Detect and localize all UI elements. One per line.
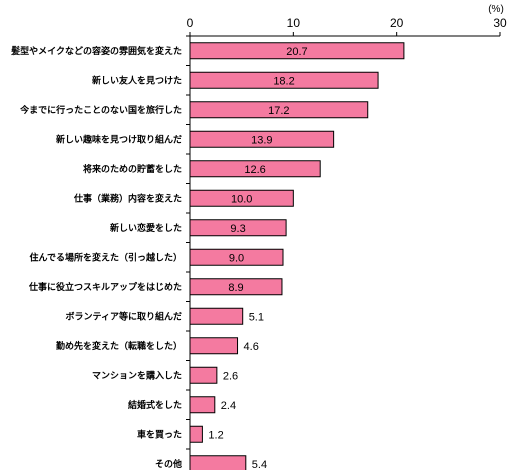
category-label: 新しい恋愛をした (110, 222, 182, 234)
category-label: 将来のための貯蓄をした (83, 163, 182, 175)
data-label: 5.4 (252, 459, 267, 470)
category-label: 車を買った (137, 428, 182, 440)
bar (189, 278, 283, 296)
data-label: 9.3 (230, 223, 245, 235)
category-label: 勤め先を変えた（転職をした） (56, 340, 182, 352)
bar (189, 71, 379, 89)
bar (189, 425, 203, 443)
bar (189, 42, 405, 60)
bar (189, 455, 247, 470)
category-label: 住んでる場所を変えた（引っ越した） (29, 251, 182, 263)
data-label: 18.2 (273, 75, 294, 87)
x-tick-label: 0 (187, 16, 194, 30)
category-label: ボランティア等に取り組んだ (66, 310, 182, 322)
bar (189, 366, 218, 384)
data-label: 17.2 (268, 105, 289, 117)
bar (189, 101, 369, 119)
data-label: 10.0 (231, 193, 252, 205)
category-label: マンションを購入した (92, 369, 182, 381)
category-label: 新しい友人を見つけた (92, 74, 182, 86)
data-label: 5.1 (249, 311, 264, 323)
bar (189, 130, 335, 148)
category-label: 新しい趣味を見つけ取り組んだ (56, 133, 182, 145)
bar (189, 248, 284, 266)
category-label: 仕事に役立つスキルアップをはじめた (28, 281, 182, 293)
category-label: 髪型やメイクなどの容姿の雰囲気を変えた (10, 45, 182, 57)
data-label: 2.6 (223, 370, 238, 382)
x-axis-ticks: 0 10 20 30 (187, 16, 507, 36)
x-tick-label: 30 (493, 16, 507, 30)
bar (189, 396, 216, 414)
bar (189, 307, 244, 325)
category-label: 今までに行ったことのない国を旅行した (19, 104, 182, 116)
data-label: 8.9 (228, 282, 243, 294)
category-label: 結婚式をした (128, 399, 182, 411)
data-label: 4.6 (244, 341, 259, 353)
bar (189, 160, 321, 178)
bar (189, 219, 287, 237)
unit-label: (%) (488, 4, 504, 15)
data-label: 2.4 (221, 400, 236, 412)
data-label: 13.9 (251, 134, 272, 146)
bar (189, 189, 294, 207)
x-tick-label: 10 (287, 16, 301, 30)
category-label: その他 (155, 458, 182, 470)
data-label: 9.0 (229, 252, 244, 264)
x-tick-label: 20 (390, 16, 404, 30)
bar (189, 337, 239, 355)
data-label: 20.7 (286, 46, 307, 58)
data-label: 12.6 (244, 164, 265, 176)
bars-group: 髪型やメイクなどの容姿の雰囲気を変えた 20.7 新しい友人を見つけた 18.2 今まで… (10, 35, 405, 470)
data-label: 1.2 (208, 429, 223, 441)
category-label: 仕事（業務）内容を変えた (73, 192, 182, 204)
